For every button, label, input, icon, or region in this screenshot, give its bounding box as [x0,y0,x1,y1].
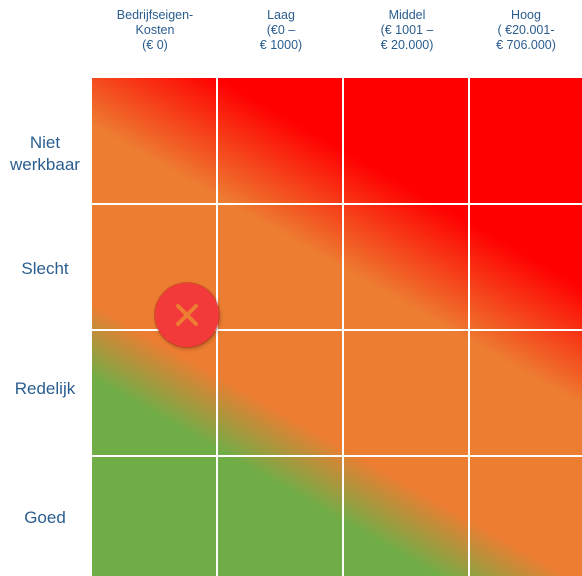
position-marker [155,283,219,347]
row-header-niet-werkbaar: Niet werkbaar [10,133,80,174]
row-header-redelijk: Redelijk [14,379,76,398]
grid-lines [92,78,582,576]
column-header-bedrijfseigen: Bedrijfseigen- Kosten (€ 0) [116,8,194,52]
column-header-hoog: Hoog ( €20.001- € 706.000) [496,8,556,52]
row-header-slecht: Slecht [21,259,69,278]
cross-icon [176,304,198,326]
row-header-goed: Goed [24,508,66,527]
column-header-laag: Laag (€0 – € 1000) [259,8,303,52]
column-header-middel: Middel (€ 1001 – € 20.000) [380,8,434,52]
